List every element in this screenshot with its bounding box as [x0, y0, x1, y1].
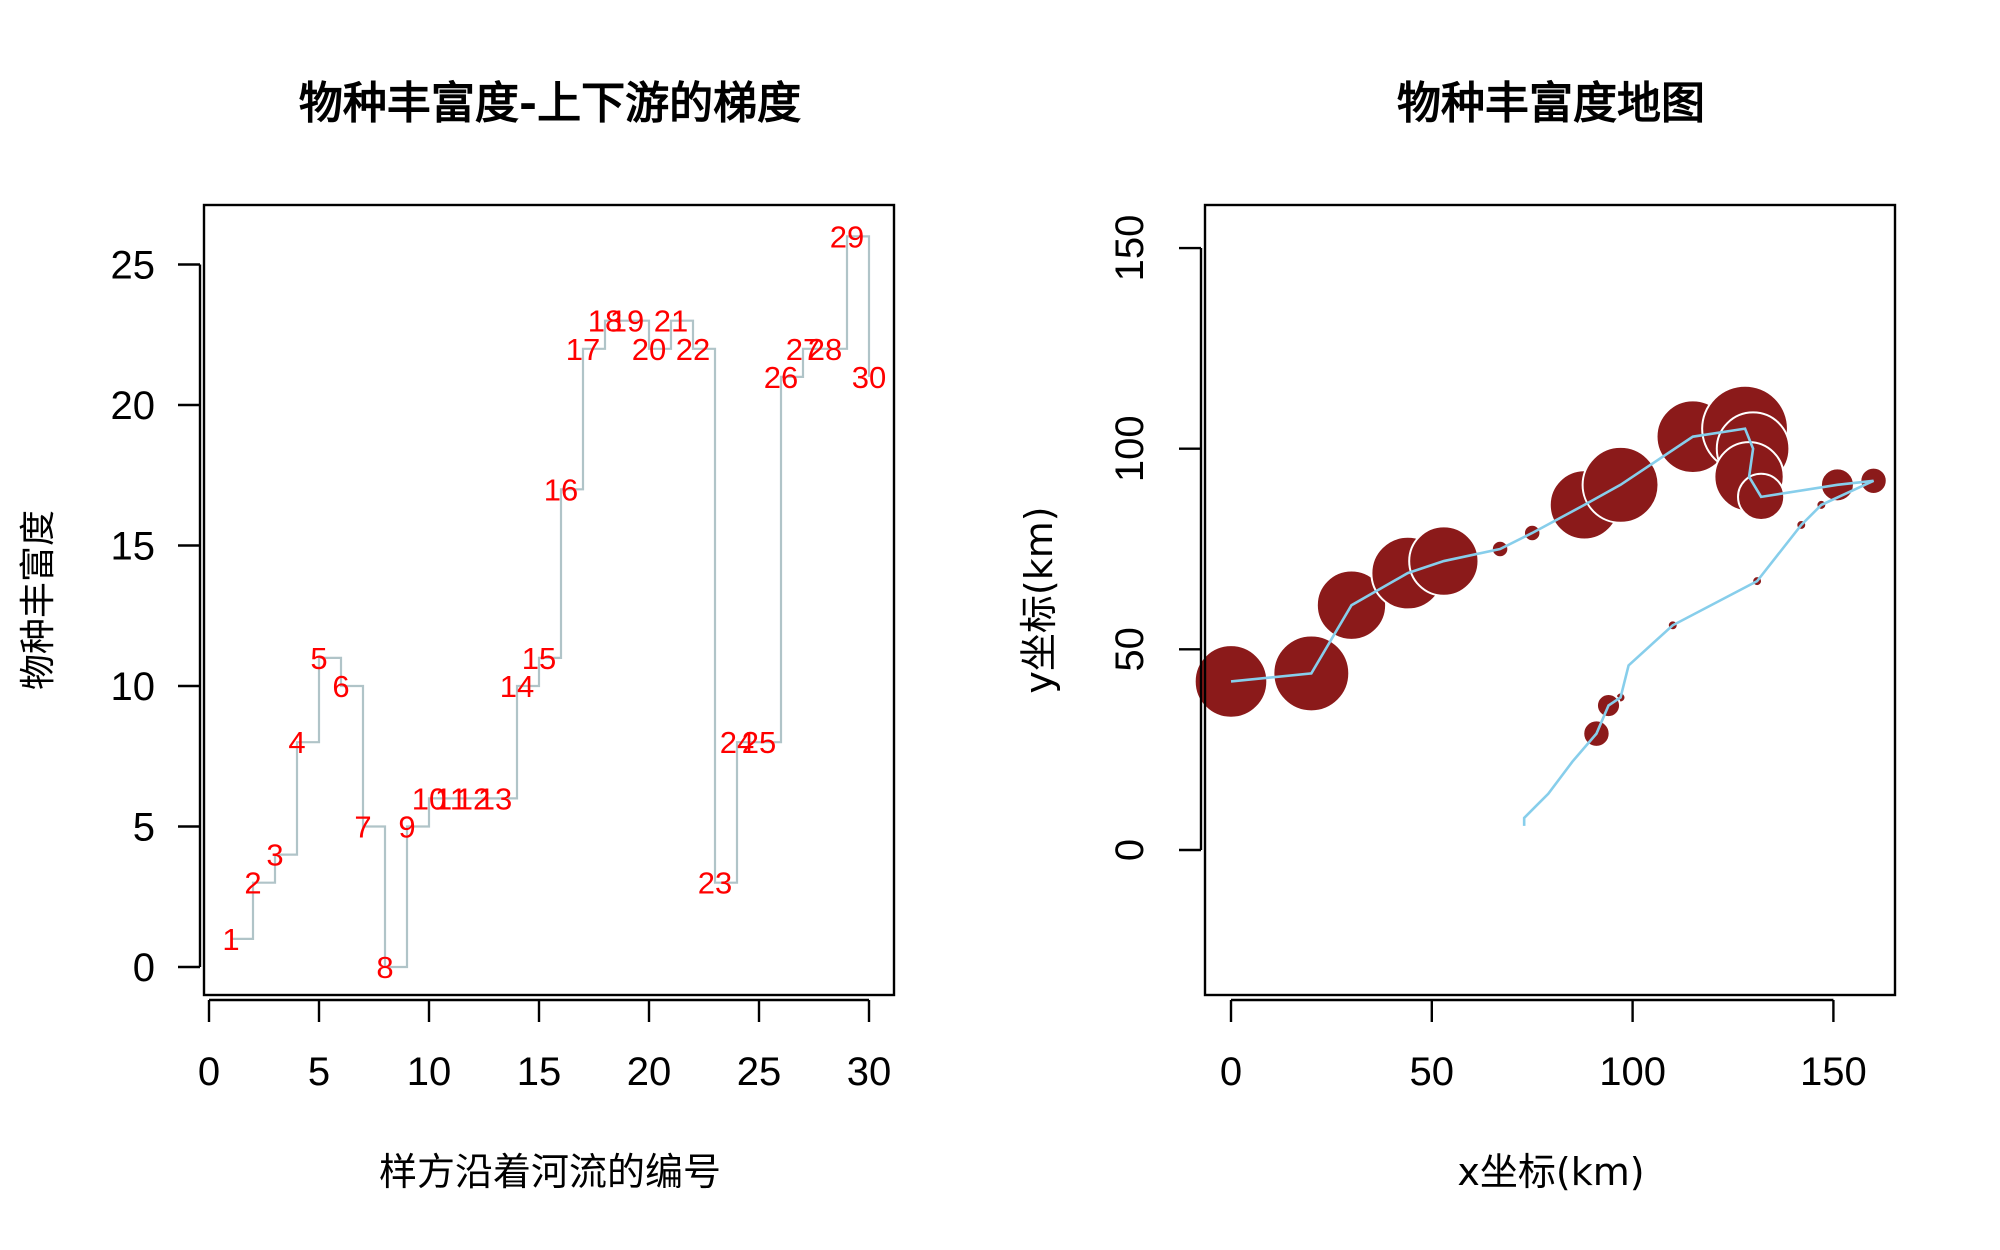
right-y-axis-label: y坐标(km)	[1017, 506, 1061, 693]
right-y-tick-label: 50	[1108, 627, 1152, 672]
left-x-tick-label: 0	[198, 1050, 220, 1094]
left-point-label: 27	[786, 332, 820, 367]
left-point-label: 9	[398, 810, 415, 845]
left-x-tick-label: 20	[627, 1050, 672, 1094]
left-point-label: 6	[332, 669, 349, 704]
right-x-axis: 0 50 100 150	[1220, 998, 1867, 1094]
right-chart-title: 物种丰富度地图	[1397, 78, 1705, 129]
right-y-tick-label: 150	[1108, 215, 1152, 282]
left-point-label: 11	[435, 781, 467, 816]
left-point-label: 23	[698, 866, 732, 901]
left-point-label: 14	[500, 669, 534, 704]
right-y-tick-label: 0	[1108, 839, 1152, 861]
left-point-labels: 1234567891011121314151617181920212223242…	[222, 219, 886, 985]
left-point-label: 22	[676, 332, 710, 367]
right-y-axis: 0 50 100 150	[1108, 215, 1203, 861]
left-point-label: 24	[720, 725, 754, 760]
left-point-label: 10	[412, 781, 446, 816]
right-river-path	[1230, 427, 1875, 826]
left-y-tick-label: 25	[111, 244, 156, 288]
right-x-tick-label: 100	[1599, 1050, 1666, 1094]
left-y-tick-label: 0	[133, 946, 155, 990]
left-point-label: 18	[588, 304, 622, 339]
left-point-label: 1	[222, 922, 239, 957]
left-point-label: 5	[310, 641, 327, 676]
left-point-label: 29	[830, 219, 864, 254]
left-point-label: 21	[654, 304, 688, 339]
left-y-axis-label: 物种丰富度	[18, 510, 59, 690]
right-plot-frame	[1203, 203, 1897, 997]
left-point-label: 13	[478, 781, 512, 816]
left-point-label: 8	[376, 950, 393, 985]
left-plot-frame	[202, 203, 896, 997]
left-x-axis-label: 样方沿着河流的编号	[379, 1150, 721, 1194]
left-y-tick-label: 10	[111, 665, 156, 709]
left-point-label: 19	[610, 304, 644, 339]
left-chart-title: 物种丰富度-上下游的梯度	[299, 78, 801, 129]
left-point-label: 17	[566, 332, 600, 367]
right-panel: 物种丰富度地图 0 50 100 150 0 50 100 150 x坐标(km) y坐标(…	[1017, 78, 1897, 1194]
left-x-tick-label: 15	[517, 1050, 562, 1094]
right-y-tick-label: 100	[1108, 415, 1152, 482]
left-step-line	[231, 235, 871, 969]
left-point-label: 7	[354, 810, 371, 845]
left-x-tick-label: 30	[847, 1050, 892, 1094]
left-point-label: 12	[456, 781, 490, 816]
right-x-axis-label: x坐标(km)	[1457, 1150, 1644, 1194]
left-y-tick-label: 20	[111, 384, 156, 428]
left-y-tick-label: 5	[133, 806, 155, 850]
left-x-tick-label: 10	[407, 1050, 452, 1094]
left-point-label: 2	[244, 866, 261, 901]
left-y-axis: 0 5 10 15 20 25	[111, 244, 202, 990]
left-x-axis: 0 5 10 15 20 25 30	[198, 998, 892, 1094]
left-x-tick-label: 5	[308, 1050, 330, 1094]
right-x-tick-label: 0	[1220, 1050, 1242, 1094]
right-x-tick-label: 50	[1410, 1050, 1455, 1094]
left-point-label: 4	[288, 725, 305, 760]
left-point-label: 16	[544, 472, 578, 507]
left-point-label: 20	[632, 332, 666, 367]
left-point-label: 26	[764, 360, 798, 395]
left-y-tick-label: 15	[111, 525, 156, 569]
left-x-tick-label: 25	[737, 1050, 782, 1094]
left-point-label: 15	[522, 641, 556, 676]
right-x-tick-label: 150	[1800, 1050, 1867, 1094]
left-point-label: 28	[808, 332, 842, 367]
left-point-label: 30	[852, 360, 886, 395]
right-bubbles	[1193, 384, 1888, 765]
left-point-label: 3	[266, 838, 283, 873]
left-point-label: 25	[742, 725, 776, 760]
